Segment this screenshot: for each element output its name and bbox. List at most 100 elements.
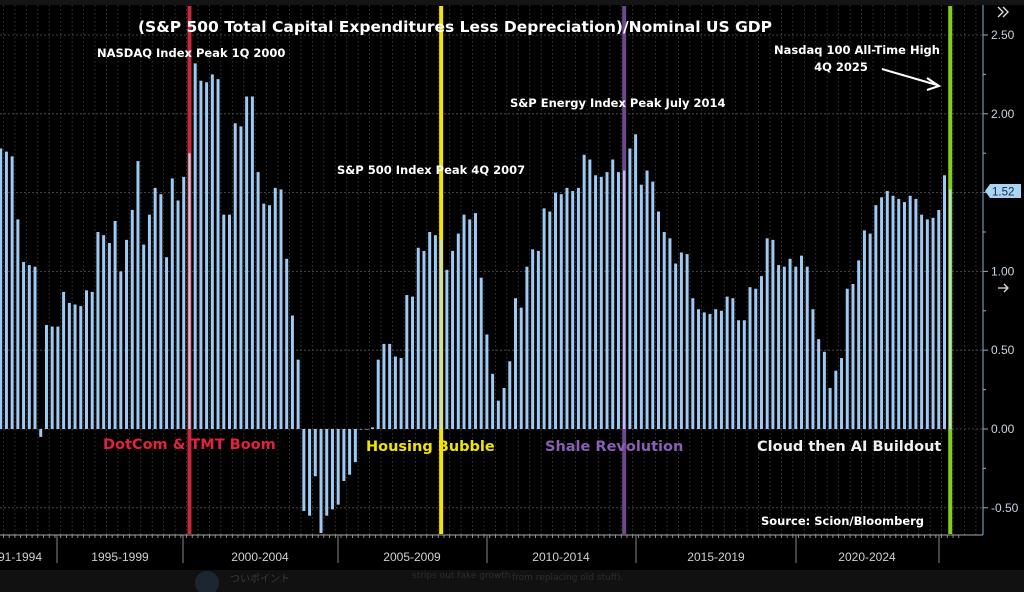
bar [697, 309, 701, 429]
bar [885, 191, 889, 429]
bar [908, 195, 912, 429]
bar [731, 298, 735, 429]
bar [914, 198, 918, 429]
bar [925, 219, 929, 429]
bar [182, 176, 186, 429]
bar [165, 257, 169, 429]
bar [902, 202, 906, 429]
x-period-label: 2000-2004 [231, 550, 289, 564]
bar [805, 266, 809, 429]
bar [788, 258, 792, 429]
annotation-arrow-icon [881, 68, 942, 91]
highlighted-bar [949, 189, 952, 429]
bar [862, 230, 866, 429]
bar [382, 343, 386, 429]
bar [216, 79, 220, 430]
y-tick-label: 0.50 [991, 343, 1015, 357]
bar [33, 266, 37, 429]
bar [262, 203, 266, 429]
annotation-energy-peak: S&P Energy Index Peak July 2014 [510, 96, 725, 110]
bar [0, 148, 3, 430]
bar [193, 63, 197, 429]
y-tick-label: 2.00 [991, 107, 1015, 121]
bar [10, 156, 14, 430]
bar [817, 339, 821, 429]
y-tick-label: 0.00 [991, 422, 1015, 436]
x-period-label: 2020-2024 [838, 550, 896, 564]
bar [542, 208, 546, 429]
bar [16, 219, 20, 429]
bar [794, 266, 798, 429]
era-label-cloud-ai: Cloud then AI Buildout [757, 439, 941, 455]
bar [719, 310, 723, 429]
highlighted-bar [439, 239, 443, 429]
bar [485, 334, 489, 429]
bar [576, 187, 580, 429]
bar [319, 429, 323, 534]
bar [599, 176, 603, 429]
bar [176, 200, 180, 429]
bar [531, 249, 535, 429]
bar [559, 194, 563, 429]
bar [268, 205, 272, 429]
bar [4, 151, 8, 429]
bar [857, 260, 861, 429]
bar [205, 82, 209, 429]
bar [325, 429, 329, 516]
bar [27, 265, 31, 429]
faded-text-left: ついポイント [230, 573, 290, 585]
faded-text-top: strips out fake growth [412, 571, 511, 581]
bar [416, 247, 420, 429]
era-label-housing: Housing Bubble [366, 439, 495, 455]
bar [85, 290, 88, 429]
bar [943, 175, 946, 429]
bar [519, 307, 523, 429]
bar [536, 250, 540, 429]
bar [153, 187, 157, 429]
bar [674, 263, 678, 429]
bar [679, 252, 683, 429]
bar [759, 276, 763, 429]
bar [634, 134, 638, 429]
bar [62, 291, 66, 429]
bar [702, 312, 706, 429]
bar [611, 159, 615, 429]
bar [239, 126, 243, 430]
bar [222, 214, 226, 429]
bar [777, 265, 781, 429]
double-chevron-right-icon[interactable] [997, 6, 1009, 18]
bar [113, 220, 117, 429]
bar [880, 197, 884, 429]
bar [662, 232, 666, 429]
y-axis: 2.50 2.00 1.00 0.50 0.00 -0.50 [982, 5, 1019, 535]
bar [594, 175, 598, 429]
bar [782, 266, 786, 429]
bar [56, 326, 60, 429]
bar [393, 356, 397, 429]
bar [296, 359, 300, 429]
top-strip [0, 0, 1024, 5]
bar [256, 172, 260, 429]
bar [313, 429, 317, 477]
bar [433, 235, 437, 429]
bar [147, 214, 151, 429]
bar [125, 239, 129, 429]
bar [250, 96, 254, 430]
bar [502, 388, 506, 429]
bar [822, 351, 826, 429]
bar [170, 178, 174, 429]
bar [102, 235, 106, 429]
bar [554, 192, 558, 429]
last-value-badge: 1.52 [985, 184, 1021, 199]
bar [771, 239, 775, 429]
last-value-text: 1.52 [992, 187, 1014, 199]
bar [371, 427, 374, 429]
bars [0, 63, 952, 534]
annotation-nasdaq100-date: 4Q 2025 [814, 60, 868, 74]
bar [851, 284, 855, 429]
arrow-right-icon[interactable] [998, 283, 1009, 293]
bar [210, 74, 214, 430]
bar [96, 232, 100, 429]
bar [130, 209, 134, 429]
x-period-label: 1995-1999 [91, 550, 149, 564]
